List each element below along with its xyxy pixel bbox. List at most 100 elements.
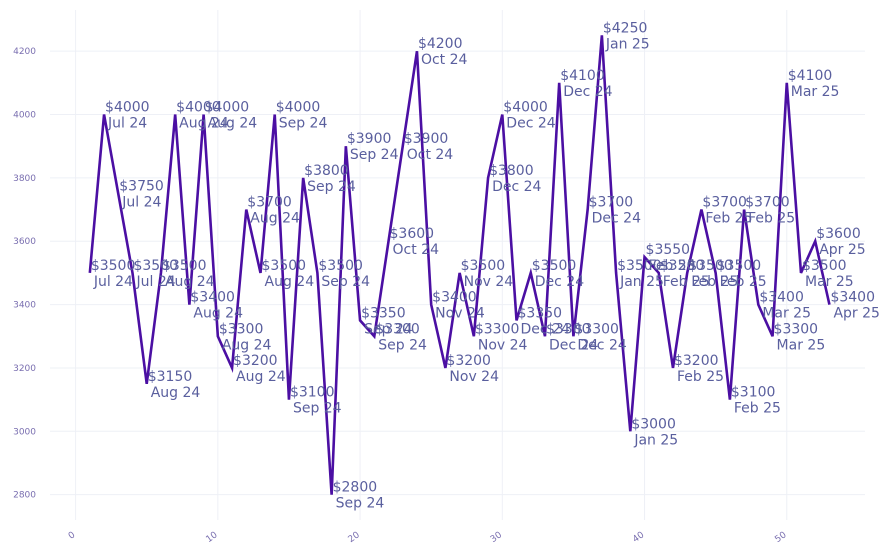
data-label-price: $3800: [304, 163, 349, 179]
data-label-date: Dec 24: [492, 179, 541, 195]
data-label-date: Aug 24: [179, 116, 229, 132]
data-label-date: Oct 24: [421, 52, 468, 68]
data-label-date: Dec 24: [549, 337, 598, 353]
data-label-date: Dec 24: [592, 211, 641, 227]
series-line: [88, 35, 831, 495]
data-label-date: Mar 25: [777, 337, 826, 353]
data-label-price: $3500: [162, 258, 207, 274]
data-label-price: $3500: [660, 258, 705, 274]
data-label-price: $3900: [404, 131, 449, 147]
data-label-date: Jan 25: [619, 274, 664, 290]
data-label-date: Feb 25: [663, 274, 710, 290]
data-label-price: $3500: [617, 258, 662, 274]
gridlines: [50, 10, 865, 520]
data-label-date: Jul 24: [135, 274, 175, 290]
data-label-price: $4000: [205, 100, 250, 116]
series-price: [88, 35, 831, 495]
data-label-date: Sep 24: [279, 116, 328, 132]
data-label-date: Nov 24: [464, 274, 514, 290]
data-label-price: $4100: [560, 68, 605, 84]
y-tick-label: 3600: [13, 237, 36, 247]
data-label-price: $4200: [418, 36, 463, 52]
data-label-date: Nov 24: [478, 337, 528, 353]
data-label-price: $4000: [105, 100, 150, 116]
data-label-price: $3600: [390, 226, 435, 242]
data-label-price: $3300: [574, 321, 619, 337]
data-label-price: $3350: [361, 305, 406, 321]
data-label-price: $3150: [148, 369, 193, 385]
data-label-price: $3750: [119, 179, 164, 195]
data-label-price: $3400: [759, 290, 804, 306]
data-label-price: $4000: [176, 100, 221, 116]
data-label-date: Sep 24: [378, 337, 427, 353]
data-label-price: $4250: [603, 20, 648, 36]
data-label-date: Feb 25: [748, 211, 795, 227]
data-label-price: $3200: [674, 353, 719, 369]
data-label-price: $3300: [774, 321, 819, 337]
data-label-price: $4000: [503, 100, 548, 116]
data-label-price: $3550: [646, 242, 691, 258]
data-label-date: Aug 24: [222, 337, 272, 353]
data-label-date: Mar 25: [805, 274, 854, 290]
y-tick-label: 3200: [13, 364, 36, 374]
data-label-date: Dec 24: [506, 116, 555, 132]
data-label-price: $3500: [133, 258, 178, 274]
data-label-date: Sep 24: [350, 147, 399, 163]
data-label-date: Dec 24: [521, 321, 570, 337]
data-label-date: Feb 25: [720, 274, 767, 290]
data-label-price: $3500: [802, 258, 847, 274]
data-label-date: Feb 25: [677, 369, 724, 385]
data-label-date: Sep 24: [307, 179, 356, 195]
data-label-price: $3400: [830, 290, 875, 306]
data-label-price: $3350: [518, 305, 563, 321]
data-label-price: $4000: [276, 100, 321, 116]
data-label-price: $3000: [631, 416, 676, 432]
y-tick-label: 3800: [13, 174, 36, 184]
data-label-price: $3900: [347, 131, 392, 147]
data-label-price: $3700: [247, 195, 292, 211]
x-tick-label: 0: [67, 530, 78, 542]
data-label-date: Nov 24: [449, 369, 499, 385]
data-label-date: Nov 24: [435, 306, 485, 322]
y-tick-label: 4200: [13, 47, 36, 57]
data-label-date: Mar 25: [791, 84, 840, 100]
data-label-date: Feb 25: [705, 211, 752, 227]
data-label-price: $3200: [233, 353, 278, 369]
y-tick-label: 3000: [13, 427, 36, 437]
data-label-price: $3300: [375, 321, 420, 337]
y-tick-label: 3400: [13, 301, 36, 311]
data-label-date: Aug 24: [151, 385, 201, 401]
